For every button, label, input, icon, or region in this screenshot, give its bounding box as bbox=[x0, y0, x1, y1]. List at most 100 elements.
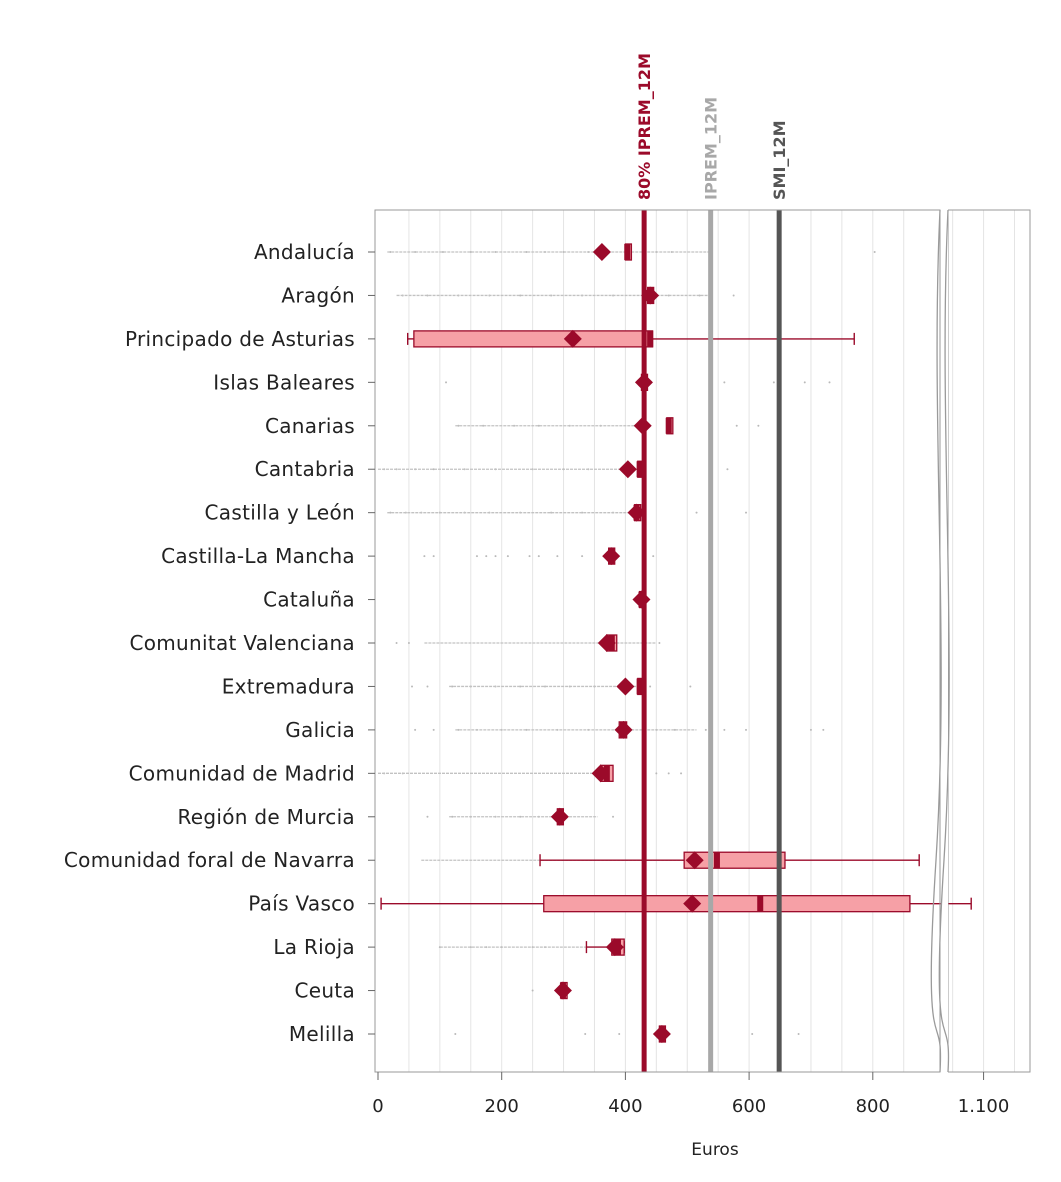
iqr-box bbox=[543, 895, 911, 913]
axis-break-gap bbox=[941, 208, 948, 1074]
box-row bbox=[531, 981, 572, 1000]
reference-lines: 80% IPREM_12M IPREM_12M SMI_12M bbox=[635, 53, 789, 1072]
mean-marker bbox=[605, 938, 624, 957]
median-mark bbox=[757, 895, 764, 912]
category-label: Cataluña bbox=[263, 588, 355, 612]
plot-border-break bbox=[947, 209, 1031, 1073]
x-tick-label: 800 bbox=[856, 1096, 890, 1117]
box-row bbox=[411, 677, 692, 696]
box-row bbox=[406, 329, 855, 348]
box-row bbox=[387, 503, 748, 522]
category-label: La Rioja bbox=[273, 935, 355, 959]
category-label: Cantabria bbox=[255, 457, 355, 481]
outlier-point bbox=[411, 685, 414, 688]
outlier-point bbox=[423, 555, 426, 558]
outlier-point bbox=[432, 555, 435, 558]
outlier-point bbox=[407, 642, 410, 644]
x-tick-label: 600 bbox=[732, 1096, 766, 1117]
outlier-point bbox=[723, 381, 726, 384]
outlier-point bbox=[531, 989, 534, 992]
outlier-point bbox=[809, 728, 812, 731]
outlier-point bbox=[772, 381, 775, 384]
outlier-point bbox=[432, 728, 435, 731]
mean-marker bbox=[627, 503, 646, 522]
outlier-point bbox=[689, 685, 692, 688]
box-row bbox=[395, 634, 661, 652]
outlier-point bbox=[494, 555, 497, 558]
outlier-point bbox=[649, 685, 652, 688]
outlier-point bbox=[828, 381, 831, 384]
outlier-point bbox=[581, 555, 584, 558]
category-label: Comunidad de Madrid bbox=[129, 761, 355, 785]
plot-border-main bbox=[374, 209, 941, 1073]
mean-marker bbox=[591, 764, 610, 783]
outlier-point bbox=[426, 815, 429, 818]
box-row bbox=[445, 373, 831, 392]
outlier-point bbox=[726, 468, 729, 471]
outlier-point bbox=[732, 294, 735, 297]
outlier-point bbox=[873, 251, 876, 253]
box-row bbox=[380, 894, 972, 913]
x-axis-ticks: 0 200 400 600 800 1.100 bbox=[372, 1072, 1009, 1117]
outlier-point bbox=[822, 728, 825, 731]
category-label: Extremadura bbox=[222, 674, 355, 698]
x-tick-label: 200 bbox=[485, 1096, 519, 1117]
category-label: Comunitat Valenciana bbox=[129, 631, 355, 655]
mean-marker bbox=[632, 590, 651, 609]
outlier-point bbox=[528, 555, 531, 558]
reference-line-label: SMI_12M bbox=[770, 120, 789, 200]
category-label: Principado de Asturias bbox=[125, 327, 355, 351]
plot-frame bbox=[374, 208, 1031, 1074]
median-mark bbox=[624, 244, 631, 260]
category-label: Castilla y León bbox=[205, 501, 355, 525]
mean-marker bbox=[553, 981, 572, 1000]
category-label: Islas Baleares bbox=[213, 370, 355, 394]
x-tick-label: 0 bbox=[372, 1096, 383, 1117]
box-row bbox=[421, 851, 920, 870]
outlier-point bbox=[414, 728, 417, 731]
outlier-point bbox=[426, 685, 429, 688]
box-row bbox=[454, 1025, 800, 1043]
mean-marker bbox=[618, 460, 637, 479]
category-label: Región de Murcia bbox=[177, 805, 355, 829]
box-row bbox=[423, 547, 655, 566]
outlier-point bbox=[485, 555, 488, 558]
outlier-point bbox=[454, 1033, 457, 1035]
outlier-point bbox=[655, 772, 658, 775]
outlier-point bbox=[584, 1033, 587, 1035]
median-mark bbox=[636, 461, 643, 478]
outlier-point bbox=[445, 381, 448, 384]
iqr-box bbox=[413, 330, 654, 348]
category-label: Castilla-La Mancha bbox=[161, 544, 355, 568]
box-row bbox=[387, 243, 876, 261]
category-label: Melilla bbox=[289, 1022, 355, 1046]
box-row bbox=[632, 590, 651, 609]
outlier-point bbox=[680, 772, 683, 775]
outlier-point bbox=[556, 555, 559, 558]
x-tick-label: 1.100 bbox=[958, 1096, 1010, 1117]
outlier-point bbox=[537, 555, 540, 558]
category-label: Ceuta bbox=[294, 979, 355, 1003]
x-tick-label: 400 bbox=[608, 1096, 642, 1117]
outlier-point bbox=[803, 381, 806, 384]
outlier-point bbox=[618, 1033, 621, 1035]
outlier-point bbox=[723, 728, 726, 731]
mean-marker bbox=[683, 894, 702, 913]
mean-marker bbox=[597, 634, 616, 652]
outlier-point bbox=[757, 424, 760, 427]
reference-line-label: 80% IPREM_12M bbox=[635, 53, 654, 200]
mean-marker bbox=[616, 677, 635, 696]
outlier-point bbox=[658, 642, 661, 644]
mean-marker bbox=[550, 807, 569, 826]
median-mark bbox=[665, 417, 672, 434]
outlier-point bbox=[395, 642, 398, 644]
median-mark bbox=[647, 330, 654, 347]
category-label: Aragón bbox=[281, 283, 355, 307]
outlier-point bbox=[506, 555, 509, 558]
mean-marker bbox=[685, 851, 704, 870]
category-label: Andalucía bbox=[254, 240, 355, 264]
outlier-point bbox=[667, 772, 670, 775]
mean-marker bbox=[614, 720, 633, 739]
outlier-point bbox=[652, 555, 655, 558]
